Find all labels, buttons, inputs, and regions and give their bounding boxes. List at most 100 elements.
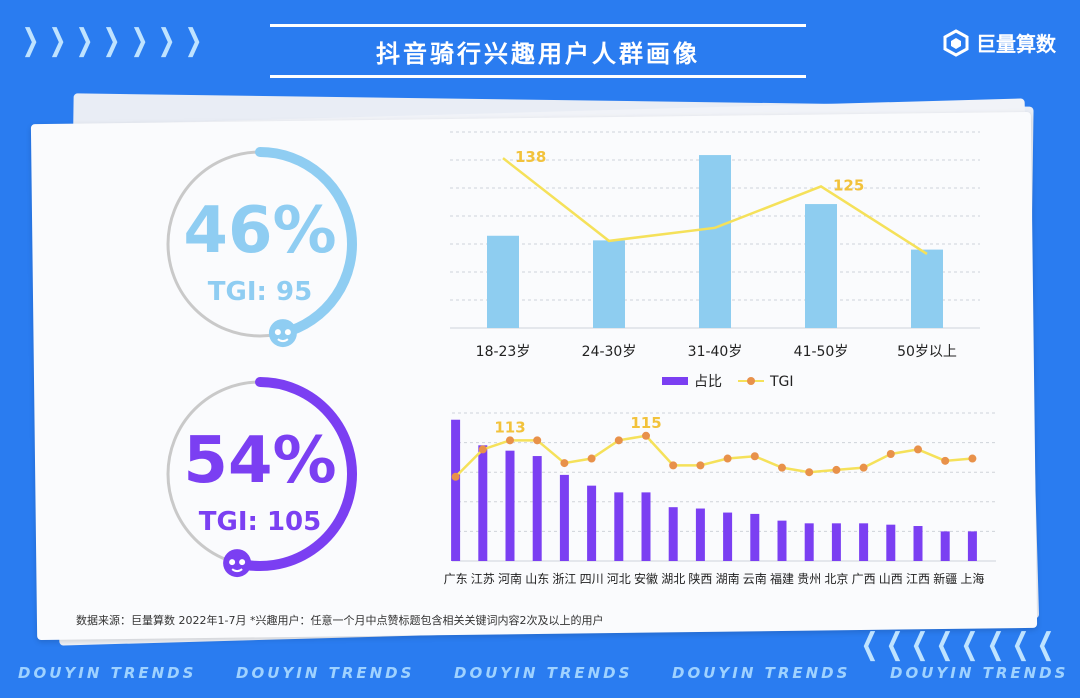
x-tick-label: 湖南 (716, 571, 740, 586)
x-tick-label: 河北 (607, 572, 631, 586)
page-title: 抖音骑行兴趣用户人群画像 (376, 40, 700, 68)
legend-bar-swatch (662, 377, 688, 385)
chevron-decoration-left: ❯ ❯ ❯ ❯ ❯ ❯ ❯ (21, 23, 203, 58)
x-tick-label: 新疆 (933, 571, 957, 586)
x-tick-label: 云南 (743, 571, 767, 586)
avatar-eye (239, 559, 246, 566)
x-tick-label: 广东 (444, 572, 468, 586)
female-share-ring: 54% TGI: 105 (166, 377, 357, 578)
bar-四川 (587, 485, 597, 561)
share-percent: 54% (183, 424, 336, 498)
tgi-value: TGI: 95 (208, 277, 312, 307)
x-tick-label: 四川 (580, 572, 604, 586)
tgi-data-label: 115 (630, 414, 661, 432)
tgi-point-山东 (533, 436, 542, 445)
brand-name: 巨量算数 (976, 32, 1056, 56)
title-top-rule (270, 24, 806, 27)
tgi-point-浙江 (560, 459, 569, 468)
bar-上海 (967, 531, 977, 561)
tgi-data-label: 113 (494, 418, 525, 436)
tgi-line (454, 434, 973, 478)
bar-24-30岁 (593, 240, 625, 328)
x-tick-label: 山西 (879, 572, 903, 586)
title-bar: 抖音骑行兴趣用户人群画像 (270, 24, 806, 78)
chart-legend: 占比 TGI (662, 374, 794, 390)
x-tick-label: 湖北 (661, 571, 685, 586)
tgi-data-label: 138 (515, 148, 546, 166)
x-tick-label: 山东 (525, 572, 549, 586)
tgi-line (502, 157, 928, 256)
x-tick-label: 江西 (906, 572, 930, 586)
tgi-point-山西 (886, 449, 895, 458)
bar-贵州 (804, 523, 814, 561)
bar-浙江 (559, 474, 569, 561)
age-chart: 18-23岁 24-30岁 31-40岁 41-50岁 50岁以上 138 125 占比 TGI (450, 131, 980, 390)
x-tick-label: 31-40岁 (688, 344, 743, 360)
bar-陕西 (695, 508, 705, 561)
x-tick-label: 贵州 (797, 572, 821, 586)
bar-江苏 (478, 445, 488, 561)
bar-山东 (532, 456, 542, 561)
x-tick-label: 浙江 (552, 572, 576, 586)
tgi-point-陕西 (696, 461, 705, 470)
x-tick-label: 18-23岁 (476, 344, 531, 360)
tgi-point-新疆 (941, 456, 950, 465)
bar-云南 (750, 513, 760, 561)
bar-山西 (886, 524, 896, 561)
tgi-data-label: 125 (833, 176, 864, 194)
avatar-eye (274, 329, 281, 336)
x-tick-label: 50岁以上 (897, 344, 957, 360)
tgi-point-广东 (451, 472, 460, 481)
tgi-point-云南 (750, 452, 759, 461)
x-tick-label: 上海 (960, 571, 984, 586)
x-tick-label: 安徽 (634, 571, 658, 586)
bar-新疆 (940, 531, 950, 561)
tgi-point-江西 (914, 445, 922, 454)
brand-icon (943, 28, 969, 57)
avatar-eye (229, 559, 236, 566)
trends-label-4: DOUYIN TRENDS (672, 664, 851, 682)
tgi-point-河北 (614, 436, 623, 445)
bar-河南 (505, 450, 515, 561)
trends-label-1: DOUYIN TRENDS (18, 664, 197, 682)
bar-18-23岁 (487, 235, 519, 328)
x-tick-label: 广西 (852, 572, 876, 586)
tgi-point-广西 (859, 463, 868, 472)
tgi-point-湖南 (723, 454, 732, 463)
footer-note: 数据来源：巨量算数 2022年1-7月 *兴趣用户：任意一个月中点赞标题包含相关… (76, 614, 604, 627)
bar-安徽 (641, 492, 651, 561)
tgi-point-福建 (778, 463, 786, 472)
legend-line-marker (747, 377, 755, 385)
province-chart: 广东 江苏 河南 山东 浙江 四川 河北 安徽 湖北 陕西 湖南 云南 福建 贵州 北京 广西 山西 江西 新疆 上海… (444, 412, 996, 586)
bar-50岁以上 (911, 249, 943, 328)
x-tick-label: 24-30岁 (582, 344, 637, 360)
tgi-point-江苏 (478, 445, 487, 454)
bar-河北 (614, 492, 624, 561)
bar-31-40岁 (699, 155, 731, 328)
trends-label-2: DOUYIN TRENDS (236, 664, 415, 682)
trends-label-5: DOUYIN TRENDS (890, 664, 1069, 682)
bar-北京 (831, 523, 841, 561)
avatar-eye (284, 329, 291, 336)
male-user-icon (268, 319, 297, 348)
x-tick-label: 陕西 (688, 571, 712, 586)
bar-湖北 (668, 507, 678, 561)
brand-logo: 巨量算数 (942, 28, 1056, 57)
x-tick-label: 江苏 (471, 572, 495, 586)
female-user-icon (223, 549, 252, 578)
x-tick-label: 福建 (770, 571, 794, 586)
avatar-mouth (277, 338, 289, 343)
ring-arc (232, 377, 357, 571)
bar-广西 (859, 523, 869, 561)
bar-湖南 (723, 512, 733, 561)
ring-arc (255, 147, 357, 339)
x-tick-label: 北京 (824, 572, 848, 586)
bar-江西 (913, 526, 923, 561)
tgi-point-北京 (832, 465, 841, 474)
x-tick-label: 河南 (498, 571, 522, 586)
x-tick-label: 41-50岁 (794, 344, 849, 360)
chevron-decoration-right: ❮ ❮ ❮ ❮ ❮ ❮ ❮ ❮ (860, 627, 1055, 662)
legend-line-label: TGI (769, 374, 794, 390)
legend-bar-label: 占比 (694, 374, 722, 390)
